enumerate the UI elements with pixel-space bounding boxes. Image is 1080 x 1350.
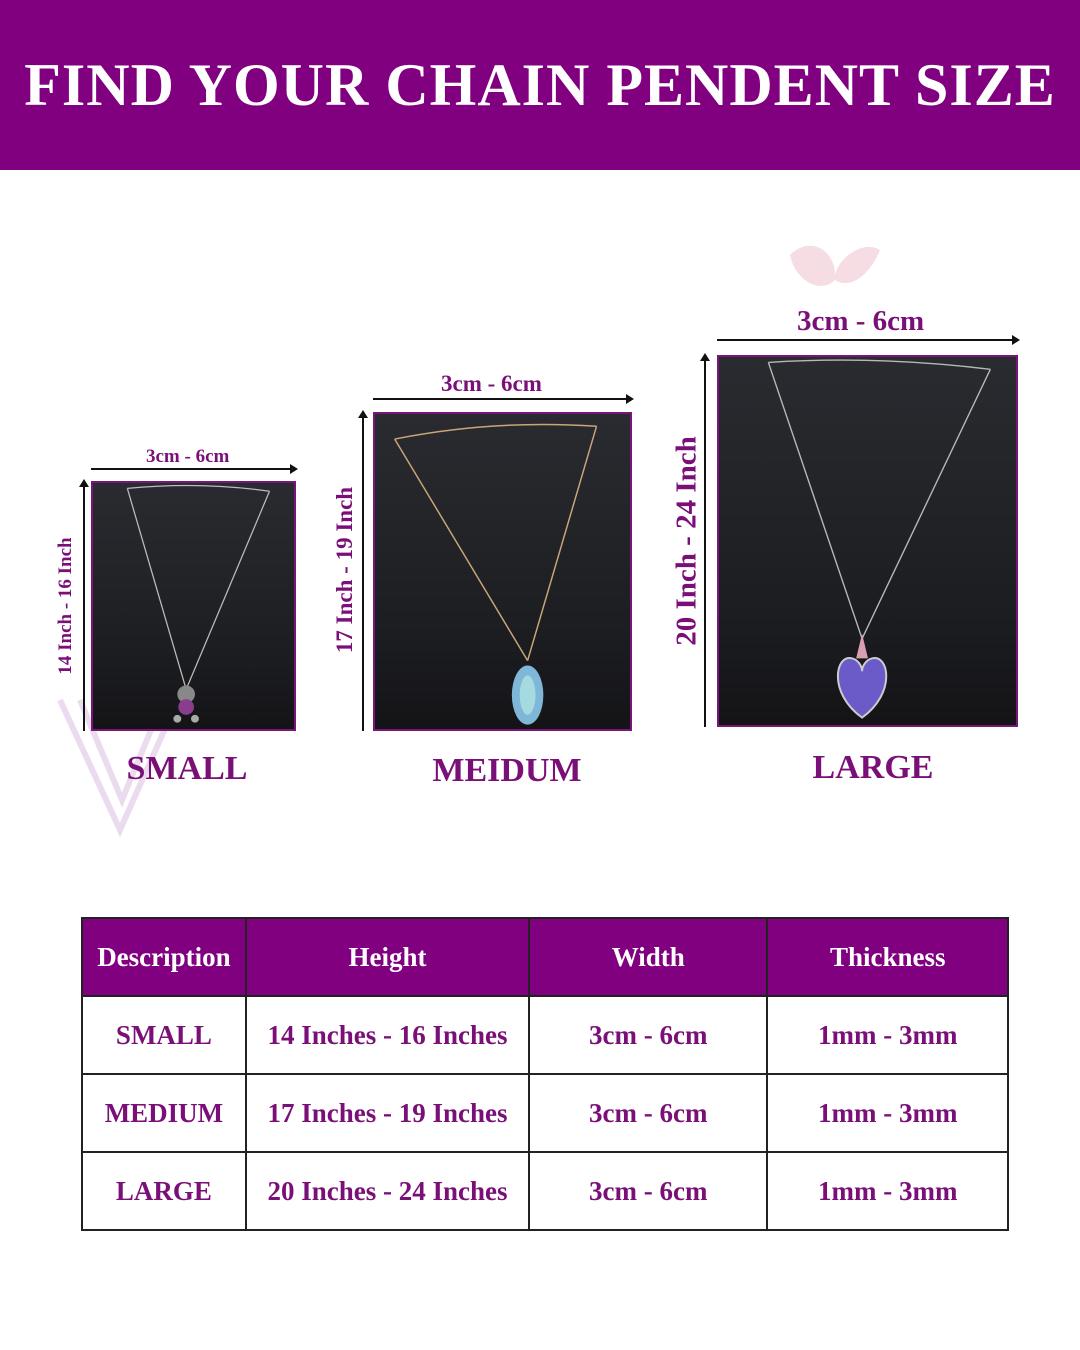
medium-width-label: 3cm - 6cm (441, 371, 542, 396)
cell-thickness: 1mm - 3mm (766, 1151, 1009, 1231)
large-height-label: 20 Inch - 24 Inch (670, 436, 703, 646)
header-thickness: Thickness (766, 917, 1009, 997)
header-width: Width (528, 917, 769, 997)
cell-description: SMALL (81, 995, 247, 1075)
cell-height: 17 Inches - 19 Inches (244, 1073, 531, 1153)
large-size-label: LARGE (812, 749, 934, 786)
small-necklace-photo (91, 481, 296, 731)
small-size-label: SMALL (126, 750, 248, 787)
medium-width-arrow (373, 394, 634, 404)
cell-width: 3cm - 6cm (528, 1073, 769, 1153)
header-description: Description (81, 917, 247, 997)
medium-necklace-photo (373, 412, 632, 731)
table-header-row: Description Height Width Thickness (81, 917, 1009, 997)
cell-height: 20 Inches - 24 Inches (244, 1151, 531, 1231)
medium-size-label: MEIDUM (432, 752, 582, 789)
page-title: FIND YOUR CHAIN PENDENT SIZE (24, 51, 1056, 118)
cell-thickness: 1mm - 3mm (766, 1073, 1009, 1153)
medium-height-label: 17 Inch - 19 Inch (332, 486, 357, 654)
cell-description: LARGE (81, 1151, 247, 1231)
table-row: SMALL 14 Inches - 16 Inches 3cm - 6cm 1m… (81, 995, 1009, 1075)
cell-width: 3cm - 6cm (528, 995, 769, 1075)
header-height: Height (244, 917, 531, 997)
size-table: Description Height Width Thickness SMALL… (81, 917, 1009, 1231)
small-height-arrow (79, 479, 89, 731)
table-row: LARGE 20 Inches - 24 Inches 3cm - 6cm 1m… (81, 1151, 1009, 1231)
large-height-arrow (700, 353, 710, 727)
cell-width: 3cm - 6cm (528, 1151, 769, 1231)
cell-thickness: 1mm - 3mm (766, 995, 1009, 1075)
large-width-arrow (717, 335, 1020, 345)
large-necklace-photo (717, 355, 1018, 727)
cell-height: 14 Inches - 16 Inches (244, 995, 531, 1075)
table-row: MEDIUM 17 Inches - 19 Inches 3cm - 6cm 1… (81, 1073, 1009, 1153)
large-width-label: 3cm - 6cm (797, 305, 925, 337)
watermark-butterfly-icon (790, 245, 880, 286)
medium-height-arrow (358, 410, 368, 731)
small-width-arrow (91, 464, 298, 474)
small-width-label: 3cm - 6cm (146, 446, 230, 467)
small-height-label: 14 Inch - 16 Inch (55, 537, 76, 675)
header-banner: FIND YOUR CHAIN PENDENT SIZE (0, 0, 1080, 170)
cell-description: MEDIUM (81, 1073, 247, 1153)
